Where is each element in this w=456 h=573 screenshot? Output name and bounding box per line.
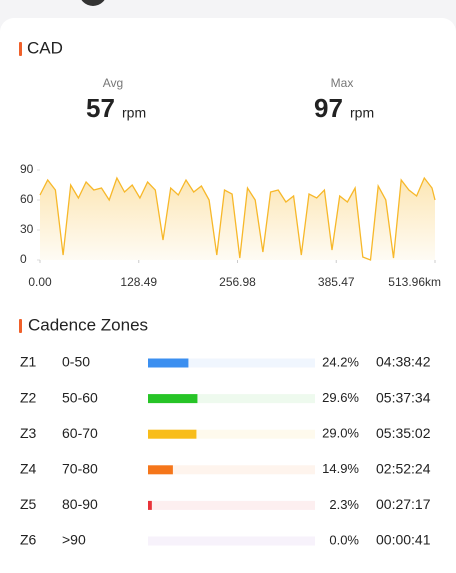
y-tick-label: 0 <box>20 252 27 266</box>
y-tick-label: 90 <box>20 162 34 176</box>
zone-bar <box>148 465 173 475</box>
stat-label: Avg <box>103 76 123 90</box>
zone-time: 00:00:41 <box>376 532 431 548</box>
zone-range: 70-80 <box>62 461 98 477</box>
zone-percent: 0.0% <box>329 532 359 547</box>
zone-name: Z6 <box>20 532 37 548</box>
x-tick-label: 0.00 <box>28 275 52 289</box>
zone-percent: 24.2% <box>322 354 359 369</box>
card <box>0 18 456 573</box>
zone-bar <box>148 394 198 404</box>
avatar[interactable] <box>79 0 107 6</box>
zone-bar <box>148 429 197 439</box>
x-tick-label: 128.49 <box>120 275 157 289</box>
bar-track <box>148 429 315 439</box>
zone-range: 80-90 <box>62 496 98 512</box>
stat-value: 97 <box>314 93 343 123</box>
zone-time: 05:35:02 <box>376 425 431 441</box>
x-tick-label: 385.47 <box>318 275 355 289</box>
bar-track <box>148 465 315 475</box>
bar-track <box>148 500 315 510</box>
accent <box>19 319 22 333</box>
zone-range: 60-70 <box>62 425 98 441</box>
stat-value: 57 <box>86 93 115 123</box>
x-tick-label: 256.98 <box>219 275 256 289</box>
zone-name: Z3 <box>20 425 37 441</box>
zone-time: 04:38:42 <box>376 354 431 370</box>
section-title: Cadence Zones <box>28 315 148 334</box>
area-fill <box>40 178 435 260</box>
zone-name: Z5 <box>20 496 37 512</box>
zone-time: 02:52:24 <box>376 461 431 477</box>
zone-name: Z1 <box>20 354 37 370</box>
bar-track <box>148 358 315 368</box>
zone-percent: 29.6% <box>322 390 359 405</box>
y-tick-label: 30 <box>20 222 34 236</box>
zone-percent: 29.0% <box>322 426 359 441</box>
zone-bar <box>148 358 189 368</box>
zone-percent: 2.3% <box>329 497 359 512</box>
stat-unit: rpm <box>350 105 374 121</box>
zone-range: >90 <box>62 532 86 548</box>
bar-track <box>148 394 315 404</box>
zone-range: 50-60 <box>62 389 98 405</box>
bar-track <box>148 536 315 546</box>
zone-name: Z4 <box>20 461 37 477</box>
cadence-line <box>39 176 436 261</box>
y-tick-label: 60 <box>20 192 34 206</box>
x-tick-label: 513.96km <box>388 275 441 289</box>
stat-unit: rpm <box>122 105 146 121</box>
zone-time: 00:27:17 <box>376 496 431 512</box>
stat-label: Max <box>331 76 354 90</box>
zone-range: 0-50 <box>62 354 90 370</box>
zone-name: Z2 <box>20 389 37 405</box>
accent <box>19 42 22 56</box>
zone-bar <box>148 500 152 510</box>
section-title: CAD <box>27 38 63 57</box>
zone-percent: 14.9% <box>322 461 359 476</box>
zone-time: 05:37:34 <box>376 389 431 405</box>
